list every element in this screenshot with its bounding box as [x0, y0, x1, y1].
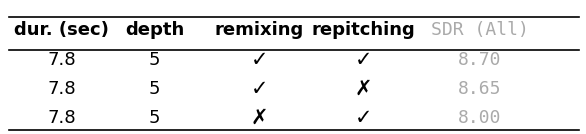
Text: ✗: ✗ — [355, 79, 373, 99]
Text: 7.8: 7.8 — [47, 80, 76, 98]
Text: ✓: ✓ — [355, 108, 373, 128]
Text: 8.70: 8.70 — [458, 51, 502, 69]
Text: dur. (sec): dur. (sec) — [14, 21, 109, 39]
Text: repitching: repitching — [312, 21, 415, 39]
Text: 7.8: 7.8 — [47, 109, 76, 127]
Text: 7.8: 7.8 — [47, 51, 76, 69]
Text: ✓: ✓ — [250, 79, 268, 99]
Text: ✗: ✗ — [250, 108, 268, 128]
Text: 8.00: 8.00 — [458, 109, 502, 127]
Text: SDR (All): SDR (All) — [431, 21, 529, 39]
Text: remixing: remixing — [214, 21, 304, 39]
Text: 8.65: 8.65 — [458, 80, 502, 98]
Text: 5: 5 — [149, 80, 161, 98]
Text: 5: 5 — [149, 109, 161, 127]
Text: 5: 5 — [149, 51, 161, 69]
Text: ✓: ✓ — [355, 50, 373, 70]
Text: depth: depth — [125, 21, 184, 39]
Text: ✓: ✓ — [250, 50, 268, 70]
